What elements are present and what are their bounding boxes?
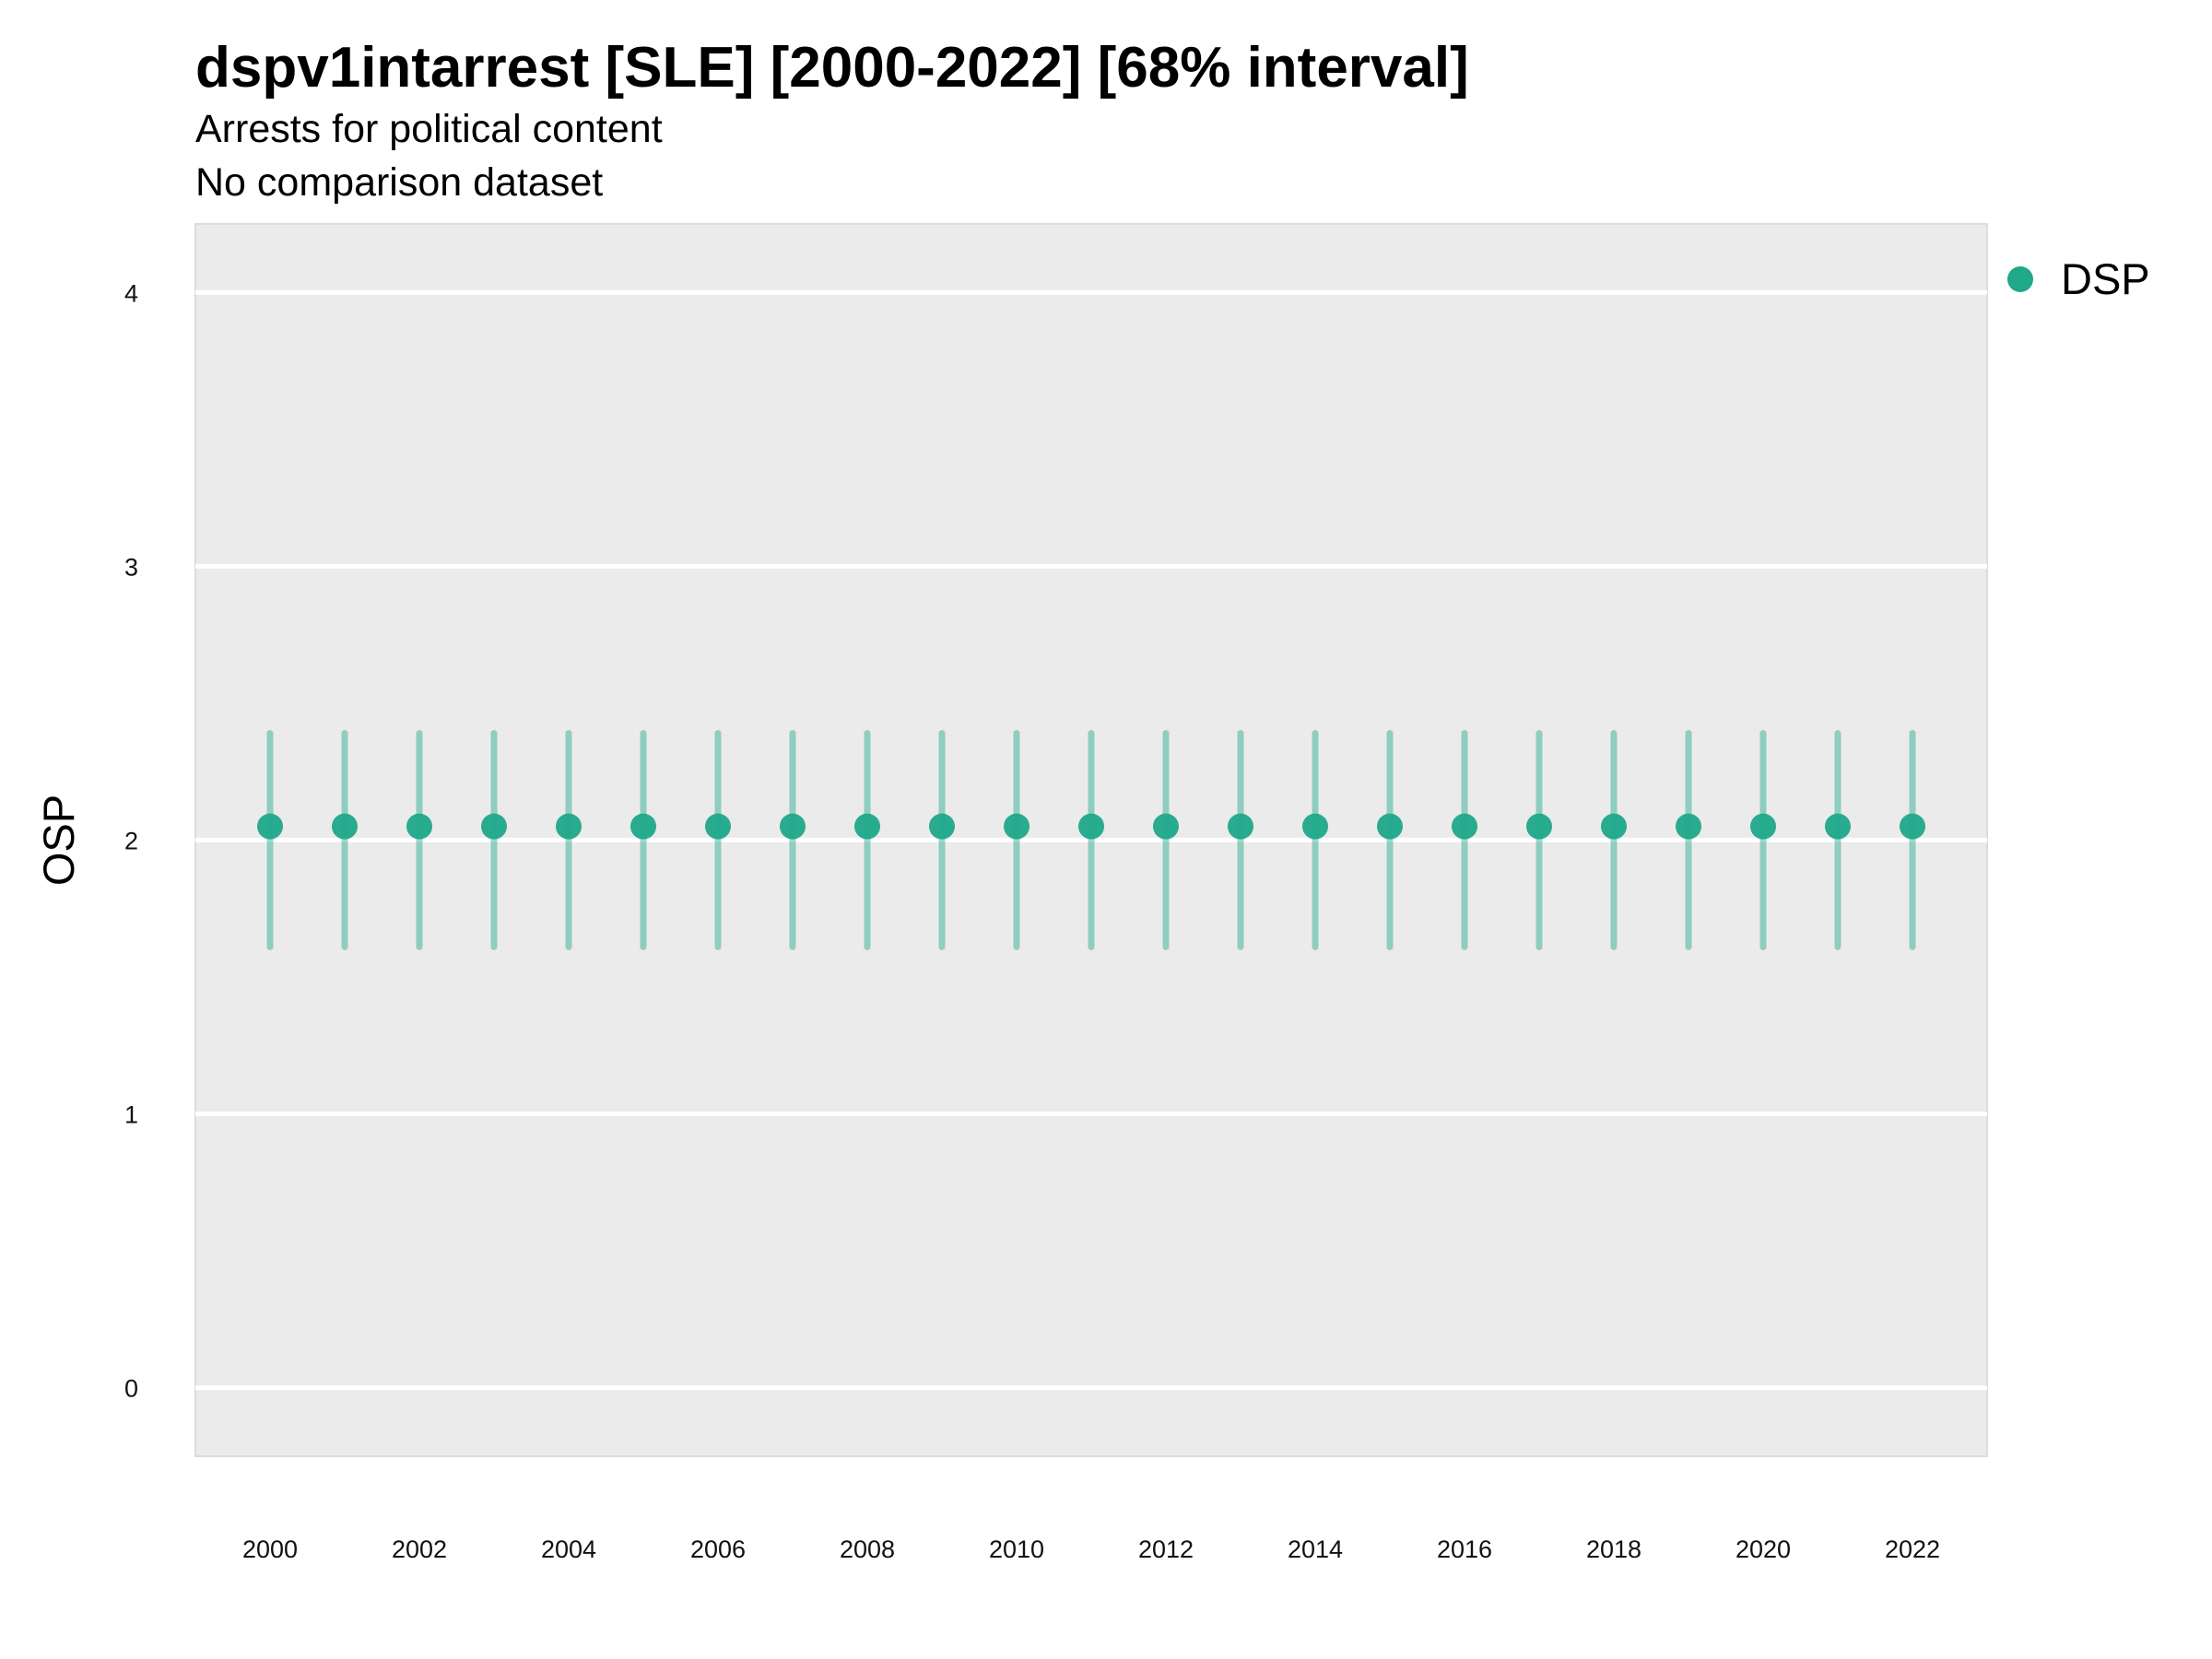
data-point-2017 bbox=[1526, 813, 1552, 840]
legend-label-dsp: DSP bbox=[2061, 254, 2150, 303]
data-point-2007 bbox=[780, 813, 806, 840]
x-tick-label-2000: 2000 bbox=[242, 1535, 298, 1563]
data-point-2018 bbox=[1601, 813, 1627, 840]
data-point-2014 bbox=[1302, 813, 1328, 840]
data-point-2013 bbox=[1228, 813, 1253, 840]
data-point-2020 bbox=[1750, 813, 1776, 840]
data-point-2012 bbox=[1153, 813, 1179, 840]
data-point-2015 bbox=[1377, 813, 1403, 840]
data-point-2002 bbox=[406, 813, 432, 840]
x-tick-label-2002: 2002 bbox=[392, 1535, 447, 1563]
data-point-2008 bbox=[854, 813, 880, 840]
data-point-2005 bbox=[630, 813, 656, 840]
data-point-2003 bbox=[481, 813, 507, 840]
chart-subtitle-2: No comparison dataset bbox=[195, 160, 604, 205]
data-point-2000 bbox=[257, 813, 283, 840]
x-tick-label-2022: 2022 bbox=[1885, 1535, 1940, 1563]
data-point-2021 bbox=[1825, 813, 1851, 840]
x-tick-label-2016: 2016 bbox=[1437, 1535, 1492, 1563]
x-tick-label-2014: 2014 bbox=[1288, 1535, 1343, 1563]
x-tick-label-2008: 2008 bbox=[840, 1535, 895, 1563]
y-tick-label-1: 1 bbox=[124, 1101, 138, 1129]
data-point-2022 bbox=[1900, 813, 1925, 840]
legend-key-dsp bbox=[2007, 265, 2033, 292]
data-point-2016 bbox=[1452, 813, 1477, 840]
y-tick-label-4: 4 bbox=[124, 279, 138, 307]
data-point-2011 bbox=[1078, 813, 1104, 840]
data-point-2004 bbox=[556, 813, 582, 840]
legend: DSP bbox=[2007, 253, 2150, 304]
x-tick-label-2020: 2020 bbox=[1735, 1535, 1791, 1563]
data-point-2019 bbox=[1676, 813, 1701, 840]
data-point-2006 bbox=[705, 813, 731, 840]
chart-subtitle-1: Arrests for political content bbox=[195, 107, 663, 151]
y-tick-label-2: 2 bbox=[124, 828, 138, 855]
data-point-2009 bbox=[929, 813, 955, 840]
x-tick-label-2010: 2010 bbox=[989, 1535, 1044, 1563]
chart-title: dspv1intarrest [SLE] [2000-2022] [68% in… bbox=[195, 36, 1469, 100]
x-tick-label-2012: 2012 bbox=[1138, 1535, 1194, 1563]
x-tick-label-2006: 2006 bbox=[690, 1535, 746, 1563]
y-tick-label-3: 3 bbox=[124, 553, 138, 581]
x-tick-label-2018: 2018 bbox=[1586, 1535, 1641, 1563]
data-point-2010 bbox=[1004, 813, 1030, 840]
y-tick-label-0: 0 bbox=[124, 1375, 138, 1403]
data-point-2001 bbox=[332, 813, 358, 840]
x-tick-label-2004: 2004 bbox=[541, 1535, 596, 1563]
y-axis-label: OSP bbox=[34, 794, 83, 886]
